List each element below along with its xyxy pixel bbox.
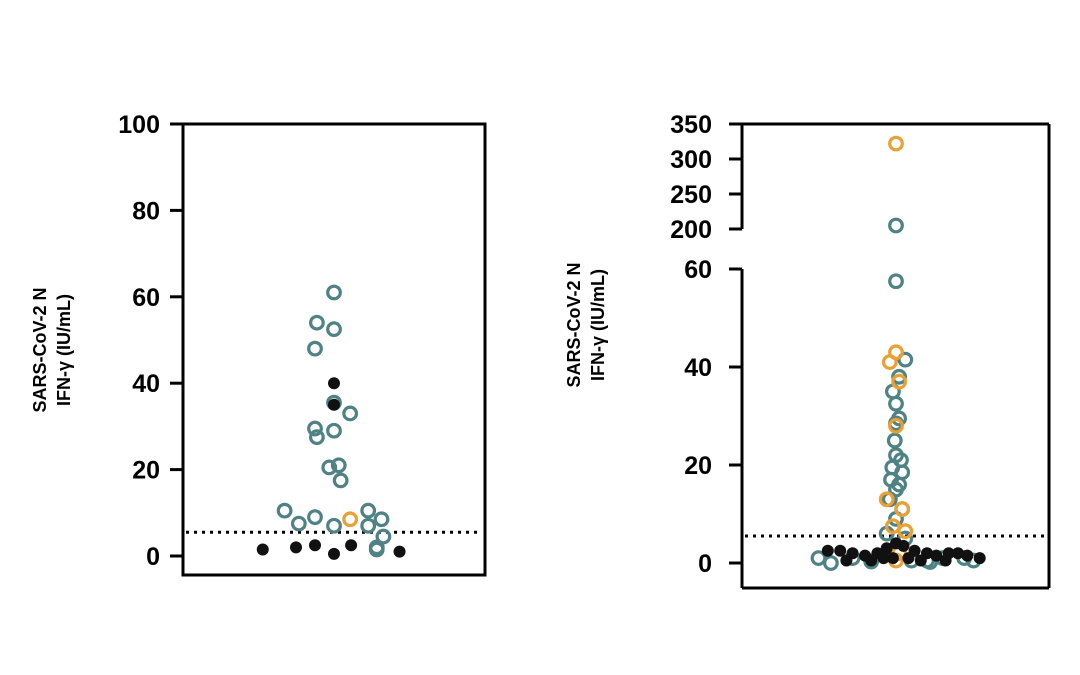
right-data-point — [897, 351, 914, 368]
left-y-ticks: 0 20 40 60 80 100 — [118, 111, 183, 571]
right-data-point — [821, 544, 834, 557]
right-data-point — [823, 555, 839, 571]
left-data-point — [290, 515, 307, 532]
left-data-point — [326, 422, 342, 439]
right-data-point — [888, 417, 904, 434]
right-data-point — [878, 491, 895, 508]
left-data-point — [332, 472, 349, 489]
right-y-tick-label: 200 — [670, 216, 712, 244]
right-data-point — [840, 554, 853, 567]
left-y-tick-label: 100 — [118, 111, 160, 139]
right-data-point — [973, 552, 986, 565]
left-y-tick-label: 0 — [146, 543, 160, 571]
right-data-point — [834, 544, 847, 557]
left-data-point — [328, 547, 340, 560]
left-data-point — [342, 511, 359, 528]
right-data-point — [914, 554, 927, 567]
left-plot-frame — [181, 122, 487, 577]
right-data-point — [880, 542, 893, 555]
left-data-point — [375, 528, 392, 545]
right-data-point — [888, 135, 904, 152]
right-data-point — [961, 549, 974, 562]
left-y-axis-label: SARS-CoV-2 N IFN-γ (IU/mL) — [30, 287, 74, 412]
right-data-point — [888, 395, 904, 412]
left-data-point — [368, 541, 385, 558]
left-ylabel-line2: IFN-γ (IU/mL) — [54, 294, 74, 406]
left-data-point — [276, 502, 293, 519]
left-data-point — [326, 321, 342, 338]
left-data-point — [326, 284, 342, 301]
right-data-point — [952, 547, 964, 560]
right-data-point — [891, 373, 907, 390]
left-data-point — [330, 457, 347, 474]
left-data-point — [393, 545, 406, 558]
right-ylabel-line2: IFN-γ (IU/mL) — [588, 269, 608, 381]
left-y-tick-label: 20 — [132, 457, 160, 485]
left-y-tick-label: 80 — [132, 197, 160, 225]
left-data-point — [345, 539, 358, 552]
right-data-point — [888, 273, 904, 290]
left-panel: SARS-CoV-2 N IFN-γ (IU/mL) 0 20 40 60 80 100 — [30, 111, 487, 577]
left-data-point — [256, 543, 269, 556]
right-data-point — [886, 552, 899, 565]
left-y-tick-label: 40 — [132, 370, 160, 398]
right-y-ticks: 200 250 300 350 0 20 40 60 — [670, 111, 742, 578]
left-ylabel-line1: SARS-CoV-2 N — [30, 287, 50, 412]
right-data-point — [939, 554, 952, 567]
left-data-point — [307, 509, 323, 526]
right-data-point — [886, 432, 903, 449]
right-panel: SARS-CoV-2 N IFN-γ (IU/mL) 200 250 300 350 0… — [564, 111, 1051, 590]
right-data-point — [902, 552, 915, 565]
left-data-point — [307, 340, 323, 357]
left-data-point — [321, 459, 338, 476]
left-data-point — [309, 429, 325, 446]
right-data-point — [877, 552, 890, 565]
left-data-point — [309, 314, 325, 331]
left-data-point — [326, 517, 342, 534]
left-data-point — [309, 539, 321, 552]
right-y-tick-label: 250 — [670, 181, 712, 209]
left-data-point — [360, 517, 377, 534]
left-data-point — [307, 420, 323, 437]
right-ylabel-line1: SARS-CoV-2 N — [564, 262, 584, 387]
left-data-point — [328, 398, 340, 411]
right-y-axis-label: SARS-CoV-2 N IFN-γ (IU/mL) — [564, 262, 608, 387]
right-y-tick-label: 350 — [670, 111, 712, 139]
left-data-point — [373, 511, 390, 528]
right-y-tick-label: 300 — [670, 146, 712, 174]
right-data-point — [865, 554, 878, 567]
left-y-tick-label: 60 — [132, 284, 160, 312]
right-data-point — [930, 549, 943, 562]
right-data-point — [897, 539, 910, 552]
right-data-point — [888, 217, 904, 234]
right-y-tick-label: 40 — [684, 354, 712, 382]
right-data-point — [881, 354, 898, 371]
right-y-tick-label: 20 — [684, 452, 712, 480]
right-y-tick-label: 60 — [684, 256, 712, 284]
left-data-point — [328, 377, 340, 390]
left-data-point — [360, 502, 377, 519]
left-points — [256, 284, 406, 560]
right-points — [810, 135, 986, 571]
right-data-point — [891, 368, 907, 385]
left-data-point — [290, 541, 302, 554]
right-data-point — [894, 501, 911, 518]
left-data-point — [342, 405, 359, 422]
right-data-point — [897, 523, 914, 540]
right-y-tick-label: 0 — [698, 550, 712, 578]
